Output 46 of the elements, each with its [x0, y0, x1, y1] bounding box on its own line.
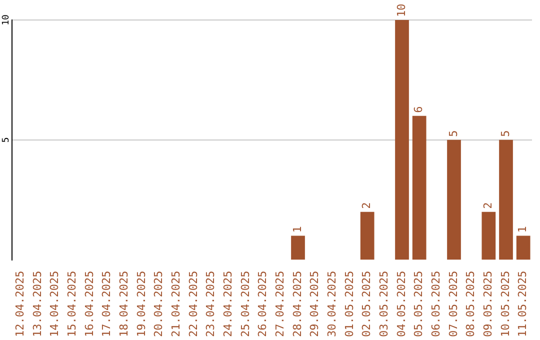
- x-tick-label: 01.05.2025: [342, 270, 356, 338]
- x-tick-label: 26.04.2025: [256, 270, 270, 338]
- data-label: 6: [412, 106, 426, 113]
- x-tick-label: 13.04.2025: [30, 270, 44, 338]
- data-label: 2: [482, 202, 495, 209]
- x-tick-label: 12.04.2025: [14, 270, 27, 338]
- x-tick-label: 23.04.2025: [204, 270, 218, 338]
- x-tick-label: 10.05.2025: [498, 270, 512, 338]
- x-tick-label: 28.04.2025: [290, 270, 304, 338]
- data-label: 1: [290, 226, 304, 233]
- data-label: 5: [446, 130, 460, 137]
- x-tick-label: 25.04.2025: [238, 270, 252, 338]
- x-tick-label: 17.04.2025: [100, 270, 114, 338]
- x-tick-label: 18.04.2025: [118, 270, 131, 338]
- bar: [516, 236, 530, 260]
- x-tick-label: 08.05.2025: [464, 270, 478, 338]
- bar: [447, 140, 461, 260]
- x-tick-label: 27.04.2025: [274, 270, 287, 338]
- x-tick-label: 16.04.2025: [82, 270, 96, 338]
- x-tick-label: 06.05.2025: [430, 270, 443, 338]
- x-tick-label: 11.05.2025: [516, 270, 530, 338]
- x-tick-label: 02.05.2025: [360, 270, 374, 338]
- data-label: 2: [360, 202, 374, 209]
- x-tick-label: 19.04.2025: [134, 270, 148, 338]
- bar: [482, 212, 496, 260]
- x-tick-label: 21.04.2025: [170, 270, 183, 338]
- x-tick-label: 22.04.2025: [186, 270, 200, 338]
- x-tick-label: 05.05.2025: [412, 270, 426, 338]
- x-tick-label: 29.04.2025: [308, 270, 322, 338]
- bar: [412, 116, 426, 260]
- x-tick-label: 09.05.2025: [482, 270, 495, 338]
- x-tick-label: 15.04.2025: [66, 270, 79, 338]
- x-tick-label: 30.04.2025: [326, 270, 339, 338]
- bar: [395, 20, 409, 260]
- data-label: 5: [498, 130, 512, 137]
- data-label: 1: [516, 226, 530, 233]
- bar: [499, 140, 513, 260]
- x-tick-label: 20.04.2025: [152, 270, 166, 338]
- bar: [291, 236, 305, 260]
- x-tick-label: 04.05.2025: [394, 270, 408, 338]
- x-tick-label: 14.04.2025: [48, 270, 62, 338]
- bar: [360, 212, 374, 260]
- x-tick-label: 24.04.2025: [222, 270, 235, 338]
- data-label: 10: [394, 4, 408, 17]
- x-tick-label: 07.05.2025: [446, 270, 460, 338]
- x-tick-label: 03.05.2025: [378, 270, 391, 338]
